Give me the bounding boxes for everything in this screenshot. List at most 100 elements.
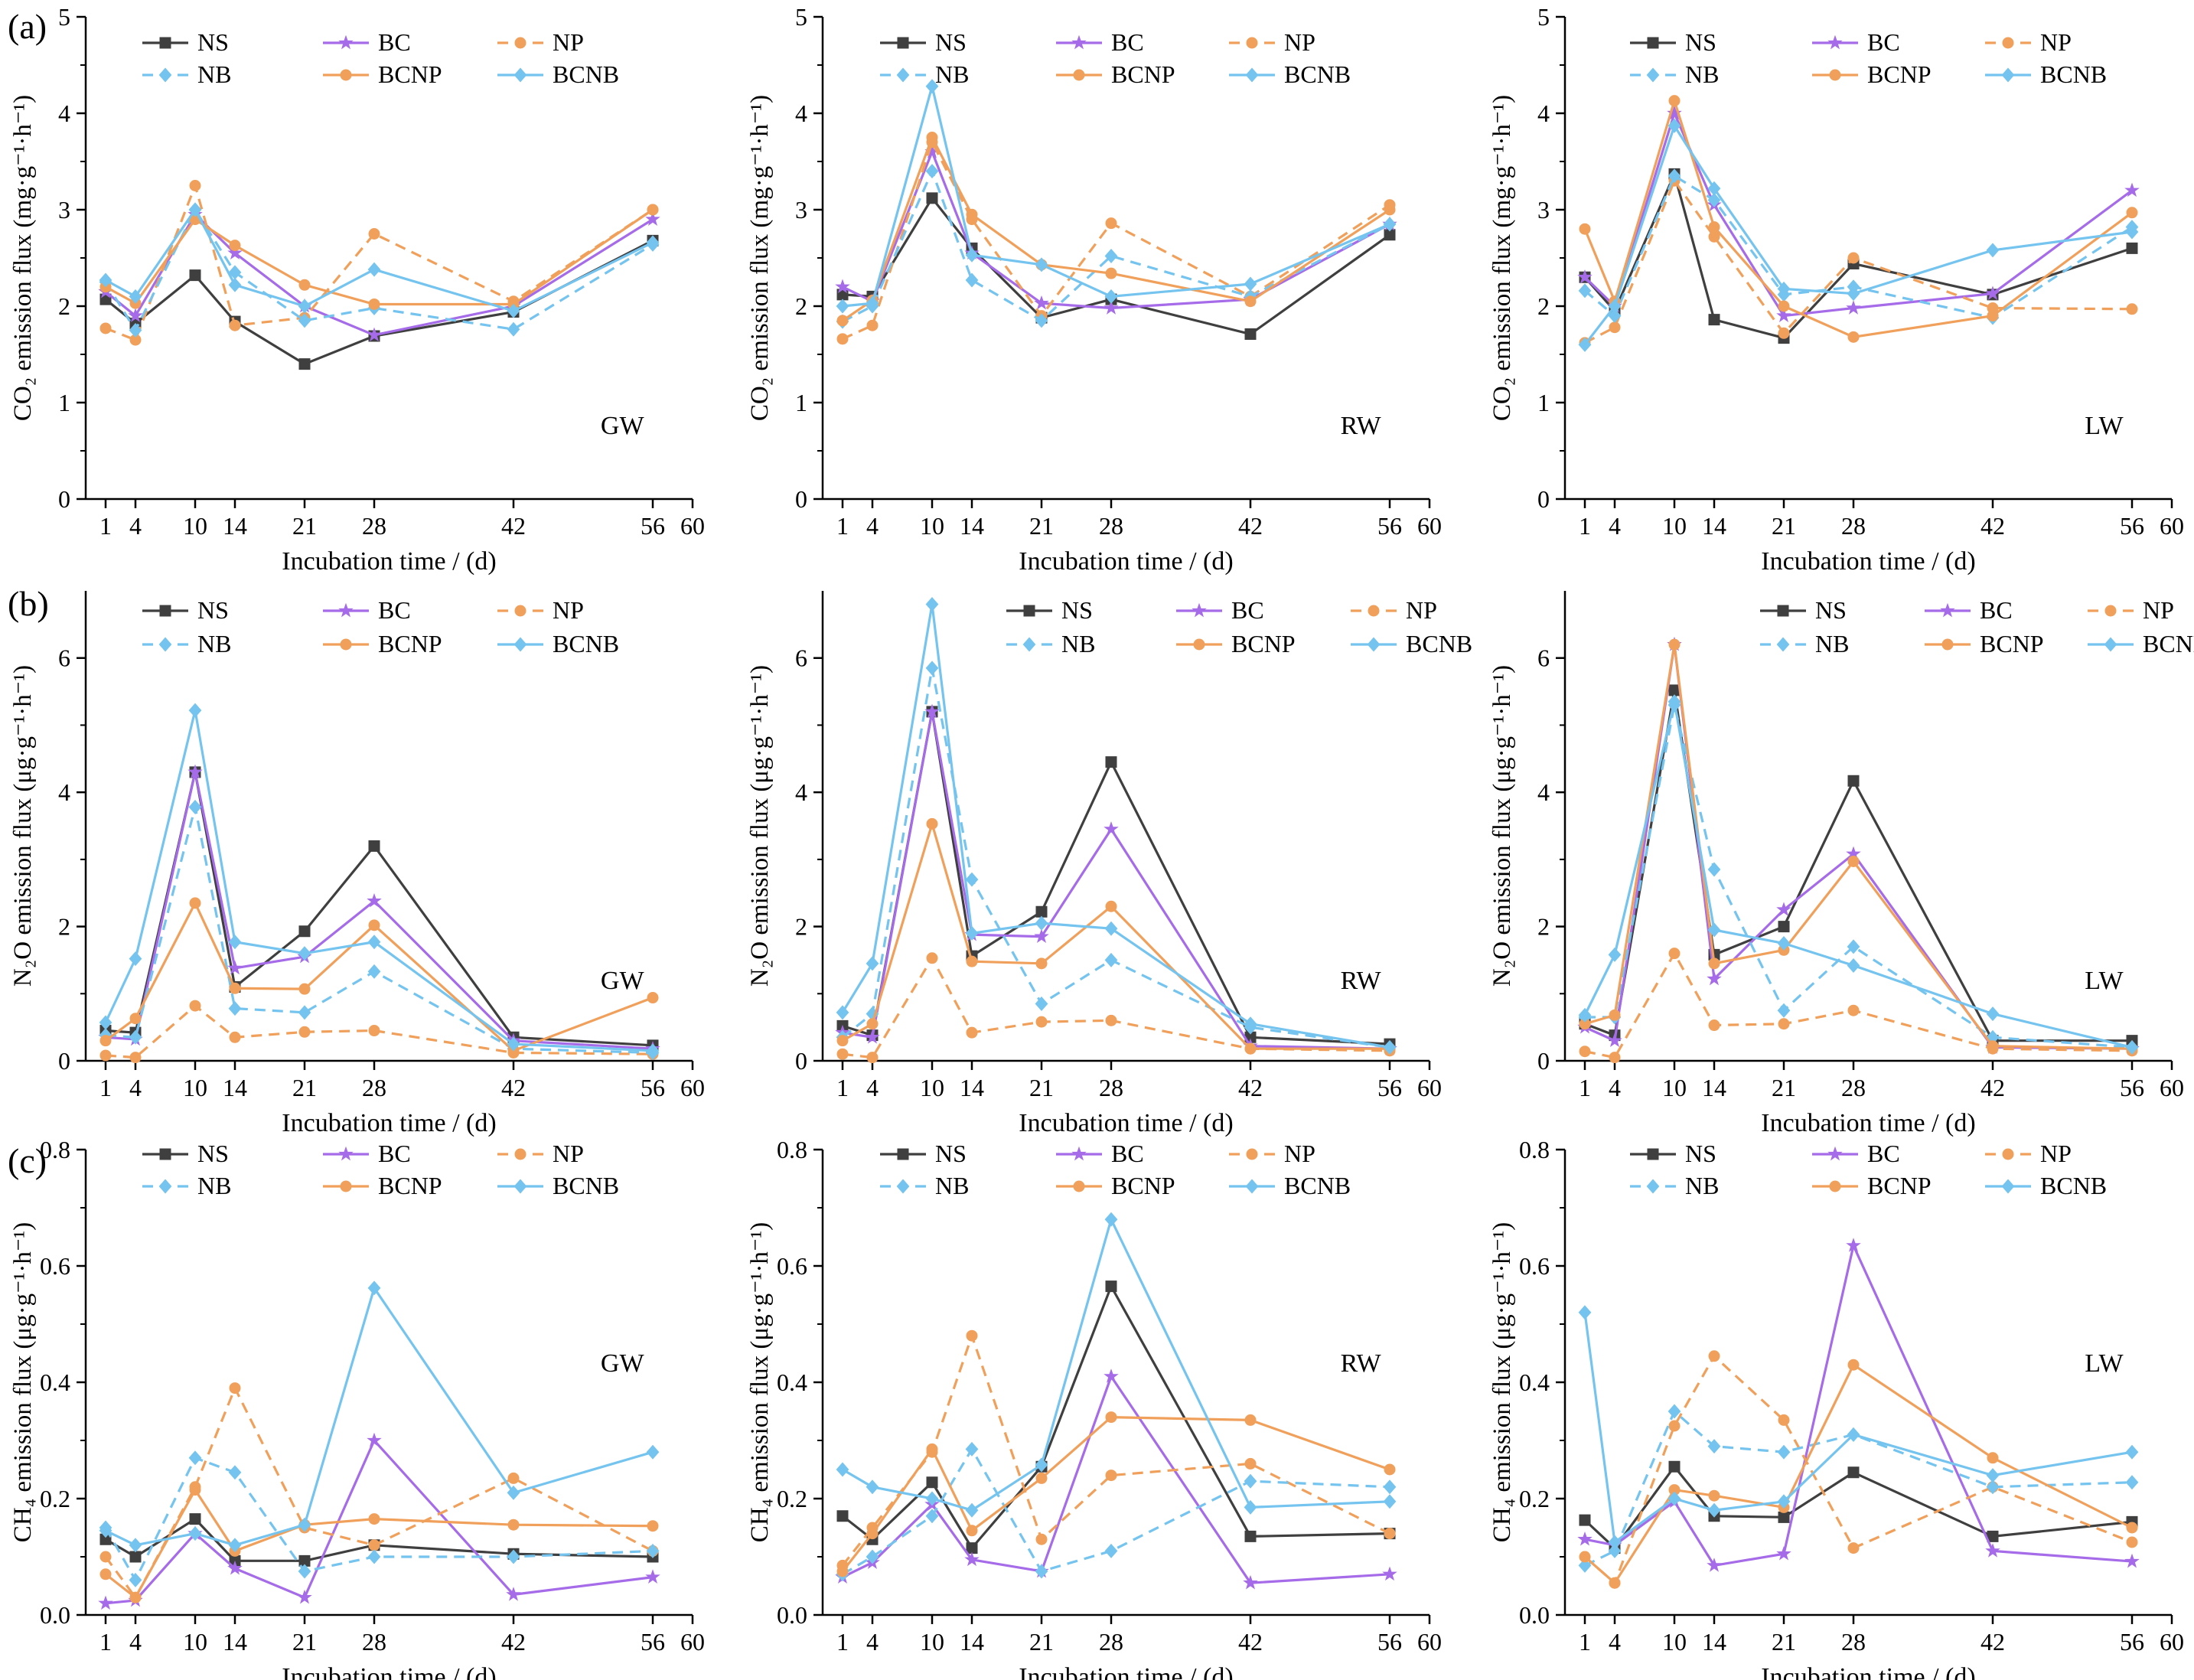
x-axis-label: Incubation time / (d) bbox=[1019, 1663, 1233, 1680]
x-tick-label: 14 bbox=[960, 1628, 984, 1656]
y-tick-label: 1 bbox=[1537, 389, 1550, 416]
point-NP-10 bbox=[1668, 1420, 1681, 1432]
x-tick-label: 10 bbox=[1662, 1628, 1687, 1656]
line-BC bbox=[105, 1438, 654, 1605]
point-BCNP-56 bbox=[2126, 1522, 2138, 1534]
point-BCNP-1 bbox=[99, 1035, 112, 1047]
series-NS bbox=[836, 706, 1396, 1050]
legend-marker-BCNP bbox=[1829, 69, 1841, 81]
point-BC-1 bbox=[835, 279, 850, 294]
point-NB-14 bbox=[965, 872, 979, 887]
point-NP-1 bbox=[99, 1551, 112, 1563]
point-NB-28 bbox=[1104, 248, 1118, 263]
point-BCNP-10 bbox=[189, 897, 201, 909]
legend-marker-BC bbox=[1940, 602, 1955, 618]
point-BC-28 bbox=[1846, 1238, 1861, 1252]
legend-marker-NP bbox=[1246, 1148, 1258, 1160]
point-BCNP-56 bbox=[647, 992, 659, 1004]
series-BC bbox=[1577, 1238, 2140, 1572]
point-NP-14 bbox=[1708, 1350, 1720, 1362]
x-tick-label: 60 bbox=[1417, 512, 1442, 540]
point-BC-28 bbox=[367, 893, 382, 908]
line-BCNP bbox=[105, 900, 654, 1052]
line-NB bbox=[104, 1456, 654, 1583]
point-BCNB-10 bbox=[925, 1491, 939, 1506]
series-BCNB bbox=[1578, 1305, 2139, 1550]
x-axis-label: Incubation time / (d) bbox=[282, 547, 496, 576]
point-NS-10 bbox=[926, 1476, 938, 1489]
x-tick-label: 1 bbox=[99, 512, 112, 540]
point-NB-21 bbox=[1035, 313, 1048, 328]
point-BCNB-21 bbox=[298, 298, 311, 314]
point-BCNB-4 bbox=[866, 956, 879, 971]
x-tick-label: 56 bbox=[2120, 512, 2144, 540]
line-NP bbox=[842, 139, 1390, 341]
series-NB bbox=[836, 661, 1397, 1055]
series-BCNB bbox=[1578, 118, 2139, 352]
point-BCNB-56 bbox=[1383, 1039, 1397, 1055]
x-axis-label: Incubation time / (d) bbox=[1761, 1663, 1975, 1680]
x-tick-label: 10 bbox=[183, 512, 207, 540]
legend-marker-BC bbox=[1827, 34, 1843, 50]
x-tick-label: 56 bbox=[641, 1074, 665, 1101]
point-NB-10 bbox=[188, 1450, 202, 1466]
point-BCNB-56 bbox=[646, 1444, 660, 1460]
point-BCNB-28 bbox=[1104, 1212, 1118, 1227]
x-tick-label: 4 bbox=[866, 1628, 879, 1656]
point-BC-14 bbox=[964, 1551, 980, 1567]
x-tick-label: 4 bbox=[129, 1074, 142, 1101]
x-tick-label: 21 bbox=[292, 1628, 317, 1656]
legend-marker-BCNP bbox=[1829, 1180, 1841, 1192]
point-NS-56 bbox=[2126, 242, 2138, 254]
x-tick-label: 21 bbox=[1772, 512, 1796, 540]
point-BCNB-28 bbox=[1847, 1427, 1860, 1442]
point-NB-28 bbox=[1847, 939, 1860, 954]
point-BCNB-42 bbox=[1986, 243, 2000, 258]
point-BCNB-56 bbox=[2125, 1039, 2139, 1055]
legend-label-NS: NS bbox=[1061, 596, 1093, 624]
point-NB-10 bbox=[925, 661, 939, 676]
point-NP-28 bbox=[1105, 1014, 1117, 1026]
chart-2-1: 0.0 0.2 0.4 0.6 0.8 1 4 10 14 21 28 42 56 60 Incubatio… bbox=[746, 1136, 1442, 1680]
legend-marker-BCNB bbox=[513, 637, 527, 652]
x-tick-label: 42 bbox=[1980, 1074, 2005, 1101]
point-BC-10 bbox=[1667, 105, 1682, 120]
x-axis-label: Incubation time / (d) bbox=[1019, 1109, 1233, 1137]
point-BC-14 bbox=[227, 960, 243, 975]
point-BCNP-14 bbox=[1708, 957, 1720, 970]
point-NP-21 bbox=[298, 1026, 311, 1038]
point-BCNB-28 bbox=[1104, 289, 1118, 304]
y-tick-label: 0.4 bbox=[1519, 1368, 1550, 1396]
point-BC-14 bbox=[1707, 1558, 1722, 1572]
line-BCNB bbox=[842, 86, 1390, 308]
point-BCNB-14 bbox=[228, 277, 242, 292]
point-NB-21 bbox=[1777, 1003, 1791, 1018]
line-BCNB bbox=[1583, 1312, 2133, 1545]
x-tick-label: 21 bbox=[292, 512, 317, 540]
y-tick-label: 0.4 bbox=[777, 1368, 807, 1396]
line-BCNP bbox=[842, 819, 1390, 1050]
legend-marker-NS bbox=[1647, 1148, 1659, 1160]
x-tick-label: 21 bbox=[292, 1074, 317, 1101]
point-BCNP-56 bbox=[647, 204, 659, 216]
y-axis-label: CH₄ emission flux (μg·g⁻¹·h⁻¹) bbox=[1488, 1222, 1516, 1542]
x-tick-label: 42 bbox=[1238, 1628, 1263, 1656]
line-BCNP bbox=[842, 134, 1390, 322]
legend-label-BCNP: BCNP bbox=[378, 630, 442, 657]
point-NB-21 bbox=[298, 313, 311, 328]
x-tick-label: 28 bbox=[362, 1074, 386, 1101]
point-NB-4 bbox=[1608, 1543, 1622, 1558]
legend-marker-BCNB bbox=[513, 67, 527, 83]
point-BCNB-28 bbox=[367, 935, 381, 950]
site-label: RW bbox=[1341, 412, 1382, 440]
legend-marker-BCNP bbox=[340, 69, 352, 81]
legend-label-NB: NB bbox=[1815, 630, 1849, 657]
x-tick-label: 4 bbox=[866, 1074, 879, 1101]
point-BCNB-28 bbox=[1847, 286, 1860, 302]
point-NP-14 bbox=[229, 319, 241, 331]
point-NS-28 bbox=[1847, 775, 1860, 787]
point-BC-14 bbox=[227, 1560, 243, 1575]
